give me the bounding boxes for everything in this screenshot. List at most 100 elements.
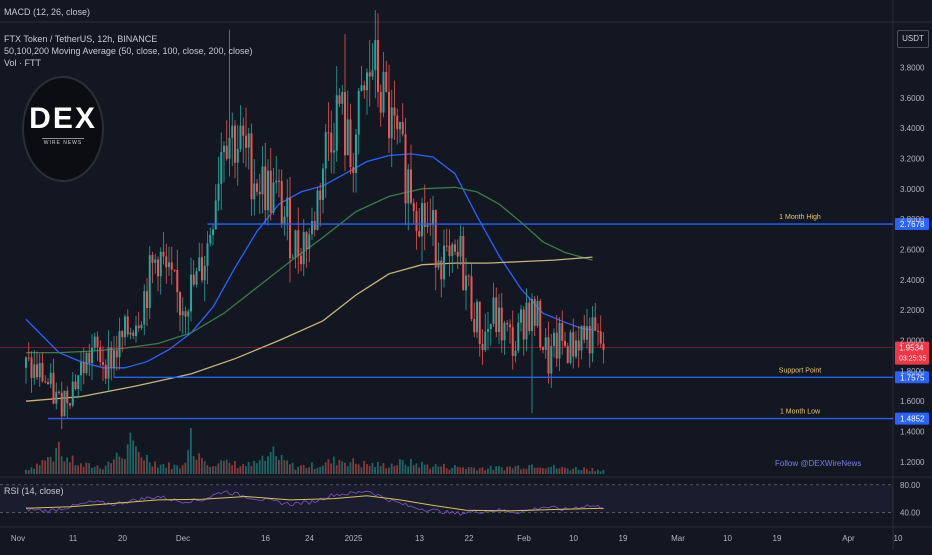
symbol-legend[interactable]: FTX Token / TetherUS, 12h, BINANCE <box>4 34 158 44</box>
price-tick-label: 2.4000 <box>900 276 925 285</box>
volume-bar <box>322 465 324 474</box>
volume-bar <box>245 465 247 474</box>
volume-bar <box>107 461 110 474</box>
time-tick-label: 20 <box>118 534 127 543</box>
volume-bar <box>126 444 129 474</box>
volume-bar <box>272 446 275 474</box>
candle-body <box>462 235 465 291</box>
volume-bar <box>201 458 203 474</box>
time-axis[interactable]: Nov 11 20 Dec 16 24 2025 13 22 Feb 10 19 Mar 10 19 Apr 1… <box>11 534 903 543</box>
time-tick-label: Dec <box>176 534 190 543</box>
volume-bar <box>319 466 322 474</box>
currency-label[interactable]: USDT <box>897 30 929 48</box>
candle-body <box>313 221 316 230</box>
volume-bar <box>360 467 363 474</box>
volume-bar <box>96 465 99 474</box>
volume-bar <box>418 467 421 474</box>
candle-body <box>366 72 368 91</box>
price-tick-label: 2.2000 <box>900 306 925 315</box>
volume-bar <box>429 468 432 474</box>
volume-bar <box>401 460 404 474</box>
volume-bar <box>539 467 542 474</box>
candle-body <box>104 364 107 379</box>
candle-body <box>52 372 55 404</box>
candle-body <box>360 85 363 91</box>
volume-bar <box>404 464 407 474</box>
candle-body <box>465 275 467 291</box>
volume-bar <box>467 467 470 474</box>
volume-bar <box>437 466 440 474</box>
volume-bar <box>371 462 374 474</box>
rsi-pane-label[interactable]: RSI (14, close) <box>4 486 64 496</box>
horizontal-levels-layer: 1 Month High 2.7678 Support Point 1.7575 1 M… <box>0 214 929 425</box>
volume-bar <box>465 468 467 474</box>
candle-body <box>385 71 388 92</box>
candle-body <box>85 352 88 374</box>
candle-body <box>379 91 382 113</box>
volume-bar <box>63 461 66 474</box>
volume-bar <box>517 465 520 474</box>
volume-bar <box>484 470 487 474</box>
volume-bar <box>580 470 583 474</box>
volume-legend[interactable]: Vol · FTT <box>4 58 42 68</box>
price-tick-label: 3.6000 <box>900 94 925 103</box>
candle-body <box>154 259 157 263</box>
volume-bar <box>335 465 338 474</box>
candle-body <box>421 202 423 237</box>
volume-bar <box>157 467 159 474</box>
candlestick-layer <box>25 10 605 430</box>
candle-body <box>297 230 300 256</box>
candle-body <box>179 292 181 316</box>
candle-body <box>393 107 396 116</box>
time-tick-label: Nov <box>11 534 25 543</box>
candle-body <box>192 274 195 285</box>
volume-bar <box>104 465 107 474</box>
candle-body <box>583 325 586 340</box>
candle-body <box>212 229 214 235</box>
volume-bar <box>58 441 60 474</box>
candle-body <box>269 170 272 213</box>
candle-body <box>129 332 132 335</box>
candle-body <box>338 95 341 104</box>
candle-body <box>558 323 561 359</box>
volume-bar <box>352 458 355 474</box>
moving-average-legend[interactable]: 50,100,200 Moving Average (50, close, 10… <box>4 46 253 56</box>
candle-body <box>355 134 357 173</box>
candle-body <box>500 307 503 341</box>
candle-body <box>371 70 374 77</box>
macd-pane-label[interactable]: MACD (12, 26, close) <box>4 7 91 17</box>
candle-body <box>330 132 333 153</box>
volume-bar <box>250 465 253 474</box>
candle-body <box>146 291 148 308</box>
candle-body <box>459 235 462 257</box>
candle-body <box>445 245 448 247</box>
volume-bar <box>294 469 297 474</box>
volume-bar <box>258 460 261 474</box>
volume-bar <box>390 463 393 474</box>
volume-bar <box>102 469 104 474</box>
candle-body <box>388 91 390 139</box>
candle-body <box>423 202 426 228</box>
time-tick-label: 10 <box>894 534 903 543</box>
candle-body <box>481 343 484 351</box>
candle-body <box>170 262 173 270</box>
volume-bar <box>93 466 96 474</box>
candle-body <box>368 72 371 77</box>
candle-body <box>223 145 225 153</box>
candle-body <box>176 269 179 293</box>
level-label: 1 Month High <box>779 214 821 221</box>
rsi-ma-line <box>25 495 604 512</box>
candle-body <box>498 307 500 333</box>
candle-body <box>470 276 473 320</box>
volume-bar <box>324 462 327 474</box>
candle-body <box>80 362 82 376</box>
price-axis[interactable]: 1.2000 1.4000 1.6000 1.8000 2.0000 2.2000 2.40… <box>900 64 925 467</box>
volume-bar <box>234 461 236 474</box>
volume-bar <box>379 466 382 474</box>
candle-body <box>236 148 239 163</box>
volume-bar <box>99 468 102 474</box>
time-tick-label: 13 <box>415 534 424 543</box>
candle-body <box>107 347 110 379</box>
